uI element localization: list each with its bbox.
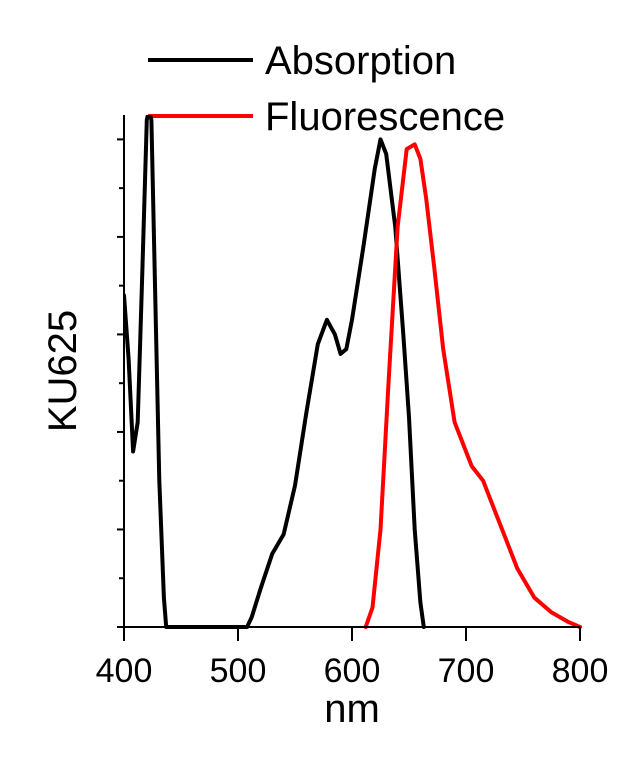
y-axis-title: KU625 [41, 310, 85, 432]
x-tick-label-400: 400 [96, 652, 153, 690]
x-tick-label-700: 700 [438, 652, 495, 690]
x-tick-label-600: 600 [324, 652, 381, 690]
series-group [124, 115, 582, 629]
x-axis-title: nm [324, 687, 380, 731]
legend: Absorption Fluorescence [148, 39, 505, 139]
y-ticks [117, 138, 124, 628]
x-tick-label-800: 800 [552, 652, 609, 690]
legend-label-fluorescence: Fluorescence [265, 95, 505, 139]
series-line-fluorescence [363, 142, 582, 629]
x-tick-label-500: 500 [210, 652, 267, 690]
legend-label-absorption: Absorption [265, 39, 456, 83]
x-ticks: 400 500 600 700 800 [96, 627, 609, 690]
series-line-absorption [124, 115, 426, 629]
